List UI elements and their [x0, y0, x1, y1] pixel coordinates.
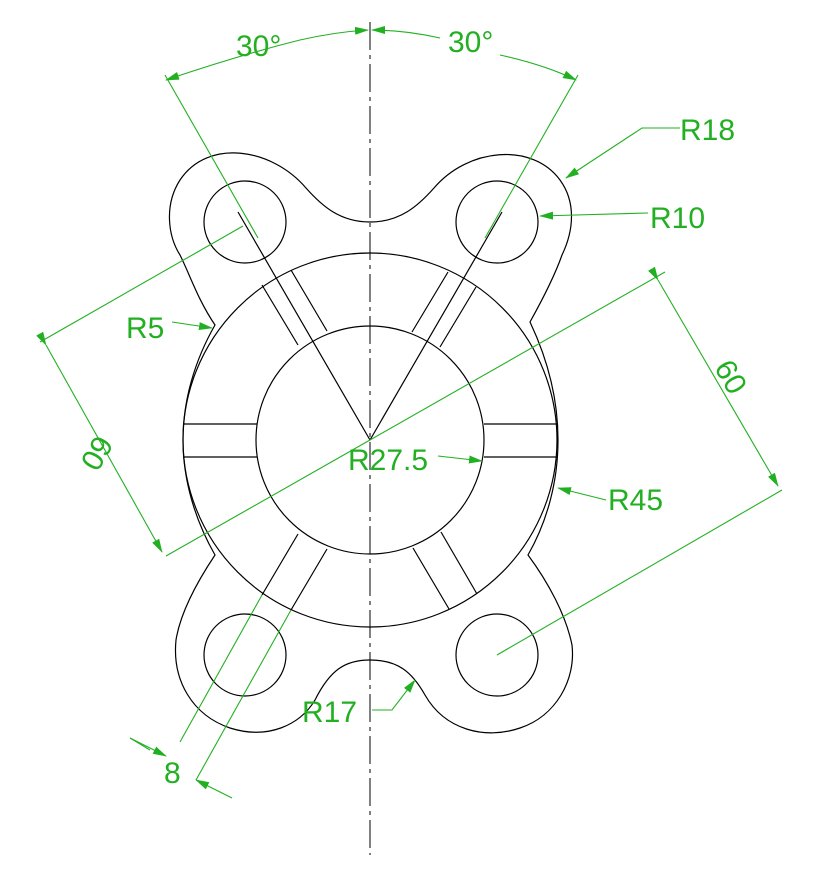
r5-label: R5 — [126, 312, 164, 345]
radial-line-left — [237, 211, 371, 441]
slot-right — [484, 423, 557, 458]
bolt-hole-top-right — [455, 180, 539, 264]
r10-label: R10 — [650, 202, 705, 235]
bolt-hole-bottom-left — [203, 613, 287, 697]
radial-line-right — [369, 211, 503, 441]
dist-label-left: 60 — [74, 430, 119, 475]
part-geometry — [168, 22, 574, 855]
angle-label-left: 30° — [236, 30, 281, 63]
slot-lower-right — [412, 531, 478, 610]
r27-5-label: R27.5 — [348, 444, 428, 477]
slot-upper-left — [261, 269, 328, 346]
r45-label: R45 — [608, 484, 663, 517]
slot-width-label: 8 — [164, 757, 181, 790]
slot-left — [184, 423, 257, 458]
bolt-hole-top-left — [203, 180, 287, 264]
r17-label: R17 — [302, 696, 357, 729]
dimension-annotations: 30° 30° R18 R10 R5 R27.5 R45 R17 60 60 — [36, 26, 783, 799]
dist-label-right: 60 — [708, 355, 753, 400]
bore-r27-5 — [255, 325, 485, 555]
bolt-hole-bottom-right — [455, 613, 539, 697]
slot-lower-left — [261, 533, 328, 611]
slot-upper-right — [411, 271, 477, 348]
outer-contour — [168, 152, 574, 734]
angle-label-right: 30° — [448, 26, 493, 59]
r18-label: R18 — [680, 114, 735, 147]
outer-ring-r45 — [182, 252, 558, 628]
